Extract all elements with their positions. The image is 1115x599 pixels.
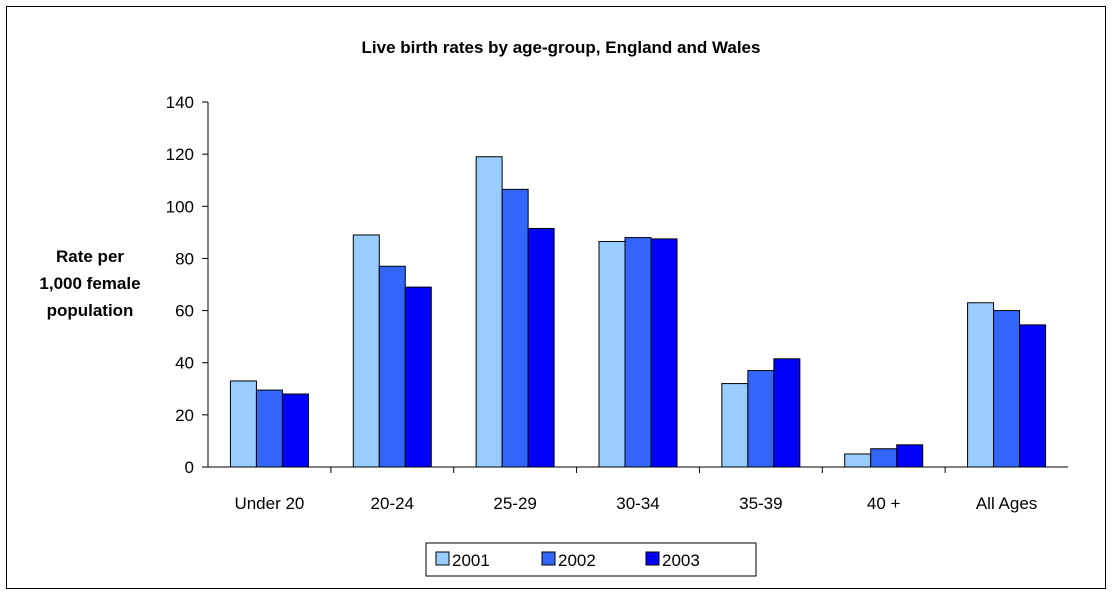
bar-2001-2 <box>475 156 503 468</box>
y-tick-label: 80 <box>175 249 194 268</box>
chart-frame <box>6 6 1106 589</box>
x-tick-label: 25-29 <box>493 494 536 513</box>
bar-2001-6 <box>967 302 995 468</box>
x-tick-label: 20-24 <box>371 494 414 513</box>
legend-swatch-2001 <box>435 551 450 566</box>
bar-2001-1 <box>352 234 380 468</box>
y-tick-label: 100 <box>166 197 194 216</box>
bar-2002-0 <box>255 389 283 468</box>
bar-2003-5 <box>896 444 924 468</box>
x-tick-label: Under 20 <box>234 494 304 513</box>
y-tick-label: 40 <box>175 354 194 373</box>
bar-2001-0 <box>229 380 257 468</box>
x-tick-label: 40 + <box>867 494 901 513</box>
bar-2003-4 <box>773 358 801 468</box>
bar-2003-1 <box>404 286 432 468</box>
legend-label-2002: 2002 <box>558 551 596 570</box>
bar-2002-2 <box>501 188 529 468</box>
bar-2003-6 <box>1019 324 1047 468</box>
bar-2001-3 <box>598 240 626 468</box>
bar-2003-3 <box>650 238 678 468</box>
x-tick-label: 35-39 <box>739 494 782 513</box>
bar-2002-5 <box>870 448 898 468</box>
bar-2002-4 <box>747 370 775 468</box>
y-tick-label: 0 <box>185 458 194 477</box>
bar-2002-1 <box>378 265 406 468</box>
y-tick-label: 120 <box>166 145 194 164</box>
bar-2003-2 <box>527 227 555 468</box>
legend-swatch-2002 <box>541 551 556 566</box>
bar-2001-5 <box>844 453 872 468</box>
legend: 2001 2002 2003 <box>425 542 757 577</box>
y-axis-label-line-1: Rate per <box>56 247 124 266</box>
y-tick-label: 20 <box>175 406 194 425</box>
y-tick-label: 60 <box>175 302 194 321</box>
bar-2003-0 <box>281 393 309 468</box>
y-axis-ticks: 0 20 40 60 80 100 120 140 <box>166 93 208 477</box>
legend-box <box>425 542 757 577</box>
x-axis-ticks: Under 20 20-24 25-29 30-34 35-39 40 + All Ages <box>234 467 1037 513</box>
y-axis-label-line-3: population <box>47 301 134 320</box>
legend-label-2001: 2001 <box>452 551 490 570</box>
bar-2001-4 <box>721 383 749 468</box>
x-tick-label: 30-34 <box>616 494 659 513</box>
bar-2002-6 <box>993 310 1021 468</box>
legend-swatch-2003 <box>645 551 660 566</box>
x-tick-label: All Ages <box>976 494 1037 513</box>
y-tick-label: 140 <box>166 93 194 112</box>
bar-2002-3 <box>624 237 652 468</box>
bars <box>229 156 1047 468</box>
y-axis-label-line-2: 1,000 female <box>39 274 140 293</box>
chart-title: Live birth rates by age-group, England a… <box>362 38 761 57</box>
legend-label-2003: 2003 <box>662 551 700 570</box>
